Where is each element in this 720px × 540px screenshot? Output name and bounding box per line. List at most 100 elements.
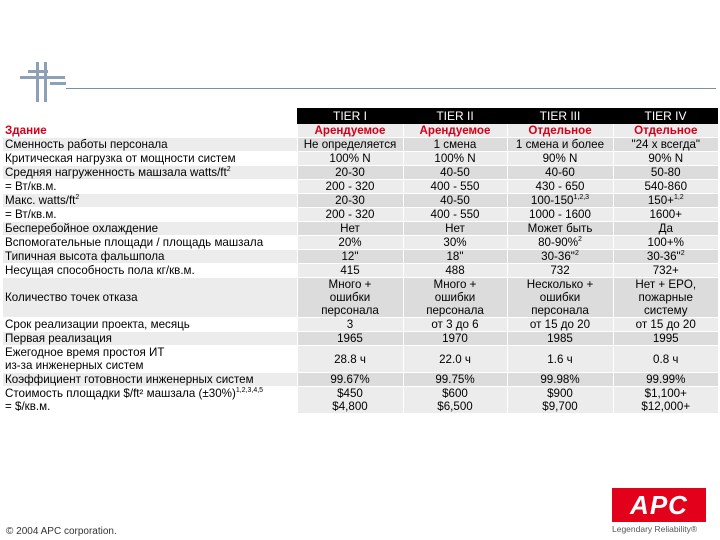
value-line: 50-80	[650, 166, 681, 179]
table-row: Средняя нагруженность машзала watts/ft2 2…	[3, 165, 718, 180]
row-label-line: Стоимость площадки $/ft² машзала (±30%)1…	[5, 387, 264, 400]
tier-1-value: 99.67%	[296, 372, 403, 387]
value-line: ошибки	[539, 291, 581, 304]
value-line: 40-50	[440, 194, 470, 207]
value-line: 1 смена и более	[515, 138, 605, 151]
value-line: 20%	[338, 236, 362, 249]
value-line: 40-50	[440, 166, 470, 179]
tier-4-value: 100+%	[612, 235, 718, 250]
tier-4-value: 540-860	[612, 179, 718, 194]
value-line: пожарные	[638, 291, 693, 304]
table-row: Срок реализации проекта, месяць 3 от 3 до …	[3, 317, 718, 332]
table-row: Несущая способность пола кг/кв.м. 415 488 7…	[3, 263, 718, 278]
value-line: Арендуемое	[314, 124, 386, 137]
tier-2-value: 400 - 550	[402, 207, 507, 222]
table-row: Количество точек отказа Много + ошибки перс…	[3, 277, 718, 318]
row-label: Первая реализация	[3, 331, 297, 346]
row-label: Бесперебойное охлаждение	[3, 221, 297, 236]
table-row: Макс. watts/ft2 20-30 40-50 100-1501,2,3 150…	[3, 193, 718, 208]
row-label: Сменность работы персонала	[3, 137, 297, 152]
tier-3-value: Отдельное	[506, 124, 613, 138]
row-label-line: из-за инженерных систем	[5, 359, 144, 372]
tier-2-value: 30%	[402, 235, 507, 250]
row-label-line: Макс. watts/ft2	[5, 194, 80, 207]
row-label: Срок реализации проекта, месяць	[3, 317, 297, 332]
value-line: 415	[340, 264, 360, 277]
row-label-line: Типичная высота фальшпола	[5, 250, 165, 263]
row-label-line: Вспомогательные площади / площадь машзал…	[5, 236, 264, 249]
tier-2-value: Арендуемое	[402, 124, 507, 138]
apc-logo: APC	[612, 488, 706, 522]
row-label-line: Коэффициент готовности инженерных систем	[5, 373, 254, 386]
value-line: 22.0 ч	[439, 352, 471, 366]
value-line: 100-1501,2,3	[530, 194, 590, 207]
tier-3-value: 430 - 650	[506, 179, 613, 194]
row-label: Несущая способность пола кг/кв.м.	[3, 263, 297, 278]
header-tier-3: TIER III	[507, 108, 613, 124]
value-line: 30%	[443, 236, 467, 249]
tier-2-value: 488	[402, 263, 507, 278]
value-line: 40-60	[545, 166, 575, 179]
apc-tagline: Legendary Reliability®	[612, 524, 698, 534]
value-line: систему	[643, 304, 688, 317]
value-line: 1 смена	[433, 138, 477, 151]
value-line: персонала	[531, 304, 589, 317]
value-superscript: 2	[578, 236, 582, 244]
table-body: Здание Арендуемое Арендуемое Отдельное Отдел…	[3, 124, 718, 414]
tier-1-value: Не определяется	[296, 137, 403, 152]
row-label-line: Средняя нагруженность машзала watts/ft2	[5, 166, 231, 179]
row-label-line: = $/кв.м.	[5, 400, 51, 413]
value-line: Отдельное	[634, 124, 698, 137]
row-label-line: = Вт/кв.м.	[5, 208, 57, 221]
tier-3-value: 1985	[506, 331, 613, 346]
value-line: от 3 до 6	[431, 318, 479, 331]
tier-3-value: 30-36"2	[506, 249, 613, 264]
value-line: 30-36"2	[646, 250, 685, 263]
row-label: Ежегодное время простоя ИТ из-за инженерн…	[3, 345, 297, 373]
tier-3-value: 1 смена и более	[506, 137, 613, 152]
row-label: Количество точек отказа	[3, 277, 297, 318]
row-label-superscript: 1,2,3,4,5	[235, 387, 264, 395]
value-line: $1,100+	[644, 387, 687, 400]
tier-1-value: 1965	[296, 331, 403, 346]
value-line: 100+%	[647, 236, 684, 249]
tier-1-value: Арендуемое	[296, 124, 403, 138]
tier-1-value: 20-30	[296, 193, 403, 208]
value-line: 28.8 ч	[334, 352, 366, 366]
tier-4-value: 99.99%	[612, 372, 718, 387]
tier-1-value: 20%	[296, 235, 403, 250]
tier-1-value: 28.8 ч	[296, 345, 403, 373]
value-line: 430 - 650	[535, 180, 585, 193]
value-line: 0.8 ч	[653, 352, 679, 366]
tier-2-value: 100% N	[402, 151, 507, 166]
row-label-line: Количество точек отказа	[5, 291, 138, 304]
row-label-line: Первая реализация	[5, 332, 112, 345]
value-line: Не определяется	[303, 138, 397, 151]
row-label-line: Несущая способность пола кг/кв.м.	[5, 264, 195, 277]
value-line: 400 - 550	[430, 208, 480, 221]
tier-1-value: 12"	[296, 249, 403, 264]
tier-1-value: $450 $4,800	[296, 386, 403, 414]
tier-4-value: от 15 до 20	[612, 317, 718, 332]
tier-2-value: 1970	[402, 331, 507, 346]
row-label: Критическая нагрузка от мощности систем	[3, 151, 297, 166]
value-line: 1970	[442, 332, 468, 345]
value-line: $450	[337, 387, 363, 400]
corporate-cross-logo-icon	[20, 62, 66, 102]
row-label: Стоимость площадки $/ft² машзала (±30%)1…	[3, 386, 297, 414]
table-row: Сменность работы персонала Не определяетс…	[3, 137, 718, 152]
value-line: 1600+	[649, 208, 683, 221]
value-line: 1965	[337, 332, 363, 345]
value-line: "24 x всегда"	[631, 138, 701, 151]
tier-3-value: $900 $9,700	[506, 386, 613, 414]
tier-1-value: 3	[296, 317, 403, 332]
tier-4-value: Нет + EPO, пожарные систему	[612, 277, 718, 318]
value-line: 100% N	[329, 152, 371, 165]
tier-4-value: 30-36"2	[612, 249, 718, 264]
tier-4-value: "24 x всегда"	[612, 137, 718, 152]
tier-4-value: Да	[612, 221, 718, 236]
tier-1-value: 200 - 320	[296, 179, 403, 194]
value-line: 99.99%	[646, 373, 686, 386]
tier-1-value: 200 - 320	[296, 207, 403, 222]
value-line: ошибки	[329, 291, 371, 304]
